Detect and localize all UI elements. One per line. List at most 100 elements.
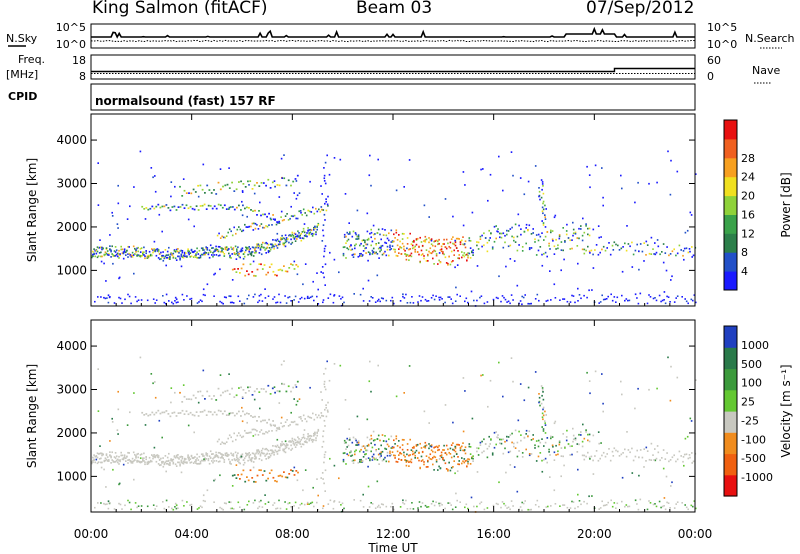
- power-cell: [326, 203, 329, 206]
- velocity-cell: [480, 374, 482, 377]
- velocity-cell: [295, 423, 297, 426]
- power-cell: [675, 297, 677, 299]
- velocity-cell: [671, 481, 673, 484]
- power-cell: [283, 244, 286, 247]
- velocity-cell: [167, 460, 169, 462]
- velocity-cell: [580, 503, 582, 506]
- velocity-cell: [203, 459, 205, 462]
- velocity-cell: [530, 453, 533, 455]
- power-cell: [165, 302, 167, 305]
- power-cell: [543, 239, 545, 241]
- velocity-cell: [215, 455, 218, 457]
- power-cell: [597, 225, 600, 227]
- velocity-cell: [581, 454, 584, 457]
- power-cell: [170, 195, 172, 198]
- velocity-cell: [610, 499, 612, 502]
- power-cell: [413, 239, 415, 242]
- power-cell: [198, 249, 201, 252]
- velocity-cell: [601, 454, 603, 457]
- velocity-cell: [521, 452, 524, 454]
- power-cell: [163, 205, 166, 208]
- power-cell: [202, 247, 204, 250]
- power-cell: [277, 269, 280, 271]
- velocity-cell: [537, 445, 540, 448]
- power-cell: [92, 255, 94, 258]
- velocity-cell: [454, 447, 457, 450]
- velocity-cell: [669, 459, 672, 461]
- power-cell: [179, 250, 181, 252]
- power-cell: [165, 293, 168, 296]
- velocity-cell: [500, 506, 502, 509]
- velocity-cell: [272, 420, 274, 422]
- velocity-cell: [243, 508, 246, 511]
- velocity-cell: [267, 456, 270, 458]
- power-cell: [277, 243, 280, 246]
- power-cell: [183, 251, 186, 254]
- power-cell: [542, 200, 545, 203]
- velocity-cell: [518, 450, 520, 452]
- velocity-cell: [221, 412, 224, 415]
- velocity-cell: [283, 425, 285, 427]
- velocity-cell: [370, 390, 372, 393]
- power-cell: [342, 254, 345, 257]
- colorbar-segment: [724, 368, 737, 391]
- power-cell: [280, 210, 283, 213]
- velocity-cell: [263, 470, 266, 472]
- power-cell: [398, 234, 400, 236]
- power-cell: [542, 202, 544, 205]
- power-cell: [673, 301, 676, 303]
- velocity-cell: [197, 459, 200, 461]
- power-cell: [650, 253, 653, 255]
- power-cell: [379, 233, 381, 236]
- power-cell: [544, 226, 547, 228]
- velocity-cell: [239, 456, 241, 459]
- velocity-cell: [100, 502, 102, 504]
- power-cell: [229, 254, 231, 257]
- power-cell: [140, 255, 143, 257]
- power-cell: [261, 300, 264, 302]
- power-cell: [201, 300, 203, 303]
- power-cell: [382, 234, 385, 236]
- velocity-cell: [316, 431, 318, 434]
- power-cell: [512, 174, 514, 177]
- velocity-cell: [118, 455, 120, 458]
- power-cell: [285, 237, 288, 239]
- power-cell: [454, 241, 457, 244]
- power-cell: [138, 255, 141, 257]
- power-cell: [288, 267, 291, 269]
- power-cell: [264, 249, 266, 251]
- power-cell: [541, 188, 543, 191]
- power-cell: [213, 250, 215, 253]
- velocity-cell: [316, 434, 318, 437]
- velocity-cell: [562, 433, 564, 435]
- power-cell: [602, 245, 605, 248]
- velocity-cell: [513, 466, 516, 468]
- velocity-cell: [661, 457, 663, 459]
- velocity-cell: [293, 444, 296, 446]
- power-cell: [144, 255, 146, 258]
- power-cell: [120, 245, 122, 248]
- power-cell: [359, 253, 361, 255]
- power-cell: [209, 250, 212, 253]
- power-cell: [296, 174, 299, 177]
- power-cell: [209, 205, 212, 207]
- velocity-cell: [239, 434, 242, 437]
- power-cell: [661, 299, 664, 302]
- velocity-cell: [140, 461, 143, 463]
- power-cell: [114, 246, 117, 248]
- power-cell: [408, 255, 410, 257]
- velocity-cell: [302, 489, 304, 492]
- velocity-cell: [451, 508, 454, 511]
- velocity-cell: [174, 456, 177, 459]
- velocity-cell: [238, 461, 240, 464]
- power-cell: [583, 252, 586, 255]
- power-cell: [202, 293, 205, 296]
- power-cell: [463, 252, 466, 254]
- power-cell: [519, 300, 522, 302]
- velocity-cell: [388, 445, 390, 448]
- velocity-cell: [279, 507, 282, 510]
- velocity-cell: [233, 396, 236, 398]
- power-cell: [518, 244, 520, 246]
- power-cell: [594, 164, 597, 167]
- power-cell: [409, 301, 412, 304]
